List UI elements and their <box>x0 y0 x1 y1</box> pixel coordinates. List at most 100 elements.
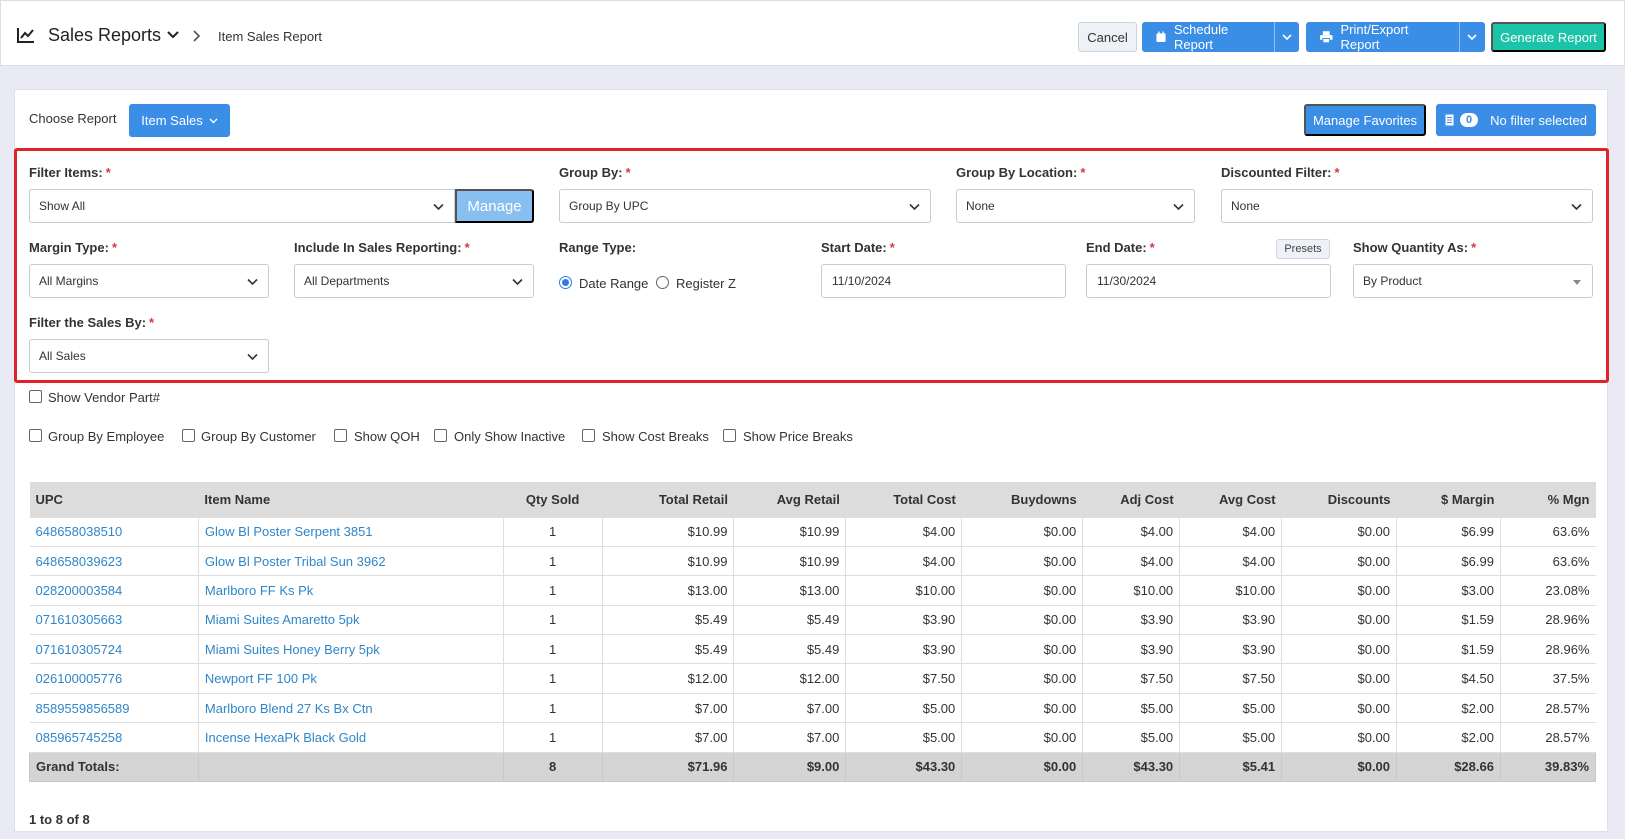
upc-link[interactable]: 071610305663 <box>29 604 199 636</box>
register-z-radio[interactable] <box>656 276 669 289</box>
register-z-label[interactable]: Register Z <box>676 276 736 291</box>
table-cell: 1 <box>502 663 603 694</box>
table-cell: $3.00 <box>1396 575 1501 606</box>
manage-filter-button[interactable]: Manage <box>455 189 534 223</box>
show-price-breaks-checkbox[interactable] <box>723 429 736 442</box>
group-by-customer-label[interactable]: Group By Customer <box>201 429 316 444</box>
column-header[interactable]: $ Margin <box>1396 482 1501 517</box>
filter-sales-by-select[interactable]: All Sales <box>29 339 269 373</box>
show-qoh-label[interactable]: Show QOH <box>354 429 420 444</box>
show-quantity-select[interactable]: By Product <box>1353 264 1593 298</box>
column-header[interactable]: Qty Sold <box>503 482 603 517</box>
table-cell: $7.50 <box>1179 663 1283 694</box>
item-name-link[interactable]: Miami Suites Amaretto 5pk <box>197 604 504 636</box>
upc-link[interactable]: 8589559856589 <box>29 692 199 724</box>
include-in-sales-select[interactable]: All Departments <box>294 264 534 298</box>
show-vendor-part-checkbox[interactable] <box>29 390 42 403</box>
table-cell: $5.00 <box>845 722 963 753</box>
margin-type-select[interactable]: All Margins <box>29 264 269 298</box>
upc-link[interactable]: 071610305724 <box>29 634 199 665</box>
chevron-right-icon <box>193 30 201 42</box>
show-quantity-value: By Product <box>1363 274 1422 288</box>
total-cell: $43.30 <box>1082 751 1181 783</box>
schedule-report-main[interactable]: Schedule Report <box>1142 22 1276 52</box>
table-cell: 28.96% <box>1499 604 1596 636</box>
only-show-inactive-checkbox[interactable] <box>434 429 447 442</box>
item-name-link[interactable]: Incense HexaPk Black Gold <box>197 722 504 753</box>
app-title[interactable]: Sales Reports <box>48 25 162 45</box>
end-date-input[interactable]: 11/30/2024 <box>1086 264 1331 298</box>
group-by-employee-label[interactable]: Group By Employee <box>48 429 165 444</box>
column-header[interactable]: Discounts <box>1281 482 1397 517</box>
group-by-value: Group By UPC <box>569 199 649 213</box>
print-export-button[interactable]: Print/Export Report <box>1306 22 1485 52</box>
item-name-link[interactable]: Miami Suites Honey Berry 5pk <box>197 634 504 665</box>
table-cell: $10.99 <box>601 545 735 577</box>
column-header[interactable]: Total Cost <box>845 482 962 517</box>
filter-items-select[interactable]: Show All <box>29 189 455 223</box>
item-name-link[interactable]: Glow Bl Poster Tribal Sun 3962 <box>197 545 504 577</box>
filter-status-button[interactable]: 0 No filter selected <box>1436 104 1596 136</box>
manage-favorites-button[interactable]: Manage Favorites <box>1304 104 1426 136</box>
group-by-customer-checkbox[interactable] <box>182 429 195 442</box>
table-cell: $3.90 <box>845 634 963 665</box>
grand-totals-label: Grand Totals: <box>29 751 199 783</box>
show-price-breaks-label[interactable]: Show Price Breaks <box>743 429 853 444</box>
show-vendor-part-label[interactable]: Show Vendor Part# <box>48 390 161 405</box>
schedule-report-button[interactable]: Schedule Report <box>1142 22 1299 52</box>
date-range-radio[interactable] <box>559 276 572 289</box>
table-cell: $5.00 <box>845 692 963 724</box>
table-row: 8589559856589 Marlboro Blend 27 Ks Bx Ctn… <box>29 692 1596 724</box>
margin-type-value: All Margins <box>39 274 99 288</box>
column-header[interactable]: Avg Cost <box>1179 482 1282 517</box>
show-cost-breaks-label[interactable]: Show Cost Breaks <box>602 429 709 444</box>
chevron-down-icon[interactable] <box>167 30 179 40</box>
table-cell: $7.00 <box>733 692 847 724</box>
group-by-label: Group By: * <box>559 165 631 180</box>
group-by-employee-checkbox[interactable] <box>29 429 42 442</box>
table-cell: $7.00 <box>733 722 847 753</box>
show-qoh-checkbox[interactable] <box>334 429 347 442</box>
show-cost-breaks-checkbox[interactable] <box>582 429 595 442</box>
chevron-down-icon <box>247 353 258 361</box>
item-name-link[interactable]: Marlboro FF Ks Pk <box>197 575 504 606</box>
table-cell: $13.00 <box>733 575 847 606</box>
table-cell: $10.00 <box>1179 575 1283 606</box>
table-cell: $2.00 <box>1396 722 1501 753</box>
item-name-link[interactable]: Marlboro Blend 27 Ks Bx Ctn <box>197 692 504 724</box>
upc-link[interactable]: 028200003584 <box>29 575 199 606</box>
cancel-button[interactable]: Cancel <box>1078 22 1137 52</box>
schedule-report-dropdown[interactable] <box>1275 22 1299 52</box>
start-date-input[interactable]: 11/10/2024 <box>821 264 1066 298</box>
column-header[interactable]: Avg Retail <box>733 482 846 517</box>
column-header[interactable]: UPC <box>29 482 199 517</box>
print-export-dropdown[interactable] <box>1460 22 1485 52</box>
column-header[interactable]: Adj Cost <box>1082 482 1180 517</box>
group-by-select[interactable]: Group By UPC <box>559 189 931 223</box>
upc-link[interactable]: 648658038510 <box>29 516 199 547</box>
column-header[interactable]: Total Retail <box>602 482 734 517</box>
presets-button[interactable]: Presets <box>1276 239 1330 259</box>
column-header[interactable]: Buydowns <box>961 482 1083 517</box>
print-export-main[interactable]: Print/Export Report <box>1306 22 1460 52</box>
date-range-label[interactable]: Date Range <box>579 276 649 291</box>
discounted-filter-select[interactable]: None <box>1221 189 1593 223</box>
filter-sales-by-label: Filter the Sales By: * <box>29 315 155 330</box>
choose-report-dropdown[interactable]: Item Sales <box>129 104 230 137</box>
table-cell: 1 <box>502 692 603 724</box>
group-by-location-select[interactable]: None <box>956 189 1195 223</box>
table-cell: $5.00 <box>1179 692 1283 724</box>
schedule-report-label: Schedule Report <box>1174 22 1229 52</box>
only-show-inactive-label[interactable]: Only Show Inactive <box>454 429 566 444</box>
item-name-link[interactable]: Glow Bl Poster Serpent 3851 <box>197 516 504 547</box>
item-name-link[interactable]: Newport FF 100 Pk <box>197 663 504 694</box>
upc-link[interactable]: 026100005776 <box>29 663 199 694</box>
generate-report-button[interactable]: Generate Report <box>1491 22 1606 52</box>
upc-link[interactable]: 085965745258 <box>29 722 199 753</box>
start-date-label: Start Date: * <box>821 240 895 255</box>
total-cell: $0.00 <box>961 751 1084 783</box>
table-cell: $0.00 <box>1281 692 1398 724</box>
column-header[interactable]: Item Name <box>198 482 504 517</box>
column-header[interactable]: % Mgn <box>1500 482 1596 517</box>
upc-link[interactable]: 648658039623 <box>29 545 199 577</box>
